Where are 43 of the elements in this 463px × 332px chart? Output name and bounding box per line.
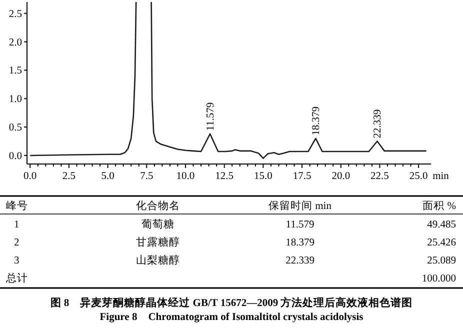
y-tick-label: 0.5 [8,122,22,134]
text: 3 [14,256,20,266]
text: 25.426 [427,238,456,248]
text: 22.339 [286,256,314,266]
annotation: 18.379 [311,106,322,136]
category-label: 面积 % [422,200,456,212]
line-series [150,1,427,159]
y-tick-label: 0.0 [8,150,22,162]
text: 葡萄糖 [142,220,174,230]
x-tick-label: 17.5 [292,171,312,182]
text: 1 [14,220,20,230]
x-tick-label: 10.0 [176,171,195,182]
text: 2 [14,238,20,248]
text: 18.379 [286,238,314,248]
text: 总计 [6,274,28,284]
caption: Figure 8 Chromatogram of Isomaltitol crystals acidolysis [100,312,364,323]
y-tick-label: 1.0 [8,94,22,106]
text: 11.579 [286,220,314,230]
category-label: 保留时间 min [268,199,332,212]
x-tick-label: 20.0 [332,171,350,182]
text: 山梨糖醇 [136,256,180,266]
x-tick-label: 7.5 [140,171,154,182]
text: 49.485 [427,220,456,230]
x-tick-label: 0.0 [24,171,37,182]
caption: 图 8 异麦芽酮糖醇晶体经过 GB/T 15672—2009 方法处理后高效液相色谱图 [50,296,413,309]
x-tick-label: 25.0 [409,171,428,182]
text: 100.000 [422,274,456,284]
text: 25.089 [427,256,456,266]
x-tick-label: 12.5 [215,171,234,182]
x-tick-label: 5.0 [101,171,114,182]
annotation: 11.579 [206,102,217,131]
x-tick-label: 2.5 [62,171,76,182]
line-series [29,1,137,156]
category-label: 峰号 [6,200,28,212]
x-tick-label: 15.0 [254,171,272,182]
x-axis-title: min [432,171,450,182]
y-tick-label: 1.5 [8,66,22,77]
category-label: 化合物名 [136,199,180,212]
annotation: 22.339 [372,109,384,138]
y-tick-label: 2.5 [8,8,22,20]
y-tick-label: 2.0 [8,37,22,48]
x-tick-label: 22.5 [370,171,389,182]
text: 甘露糖醇 [136,238,180,248]
